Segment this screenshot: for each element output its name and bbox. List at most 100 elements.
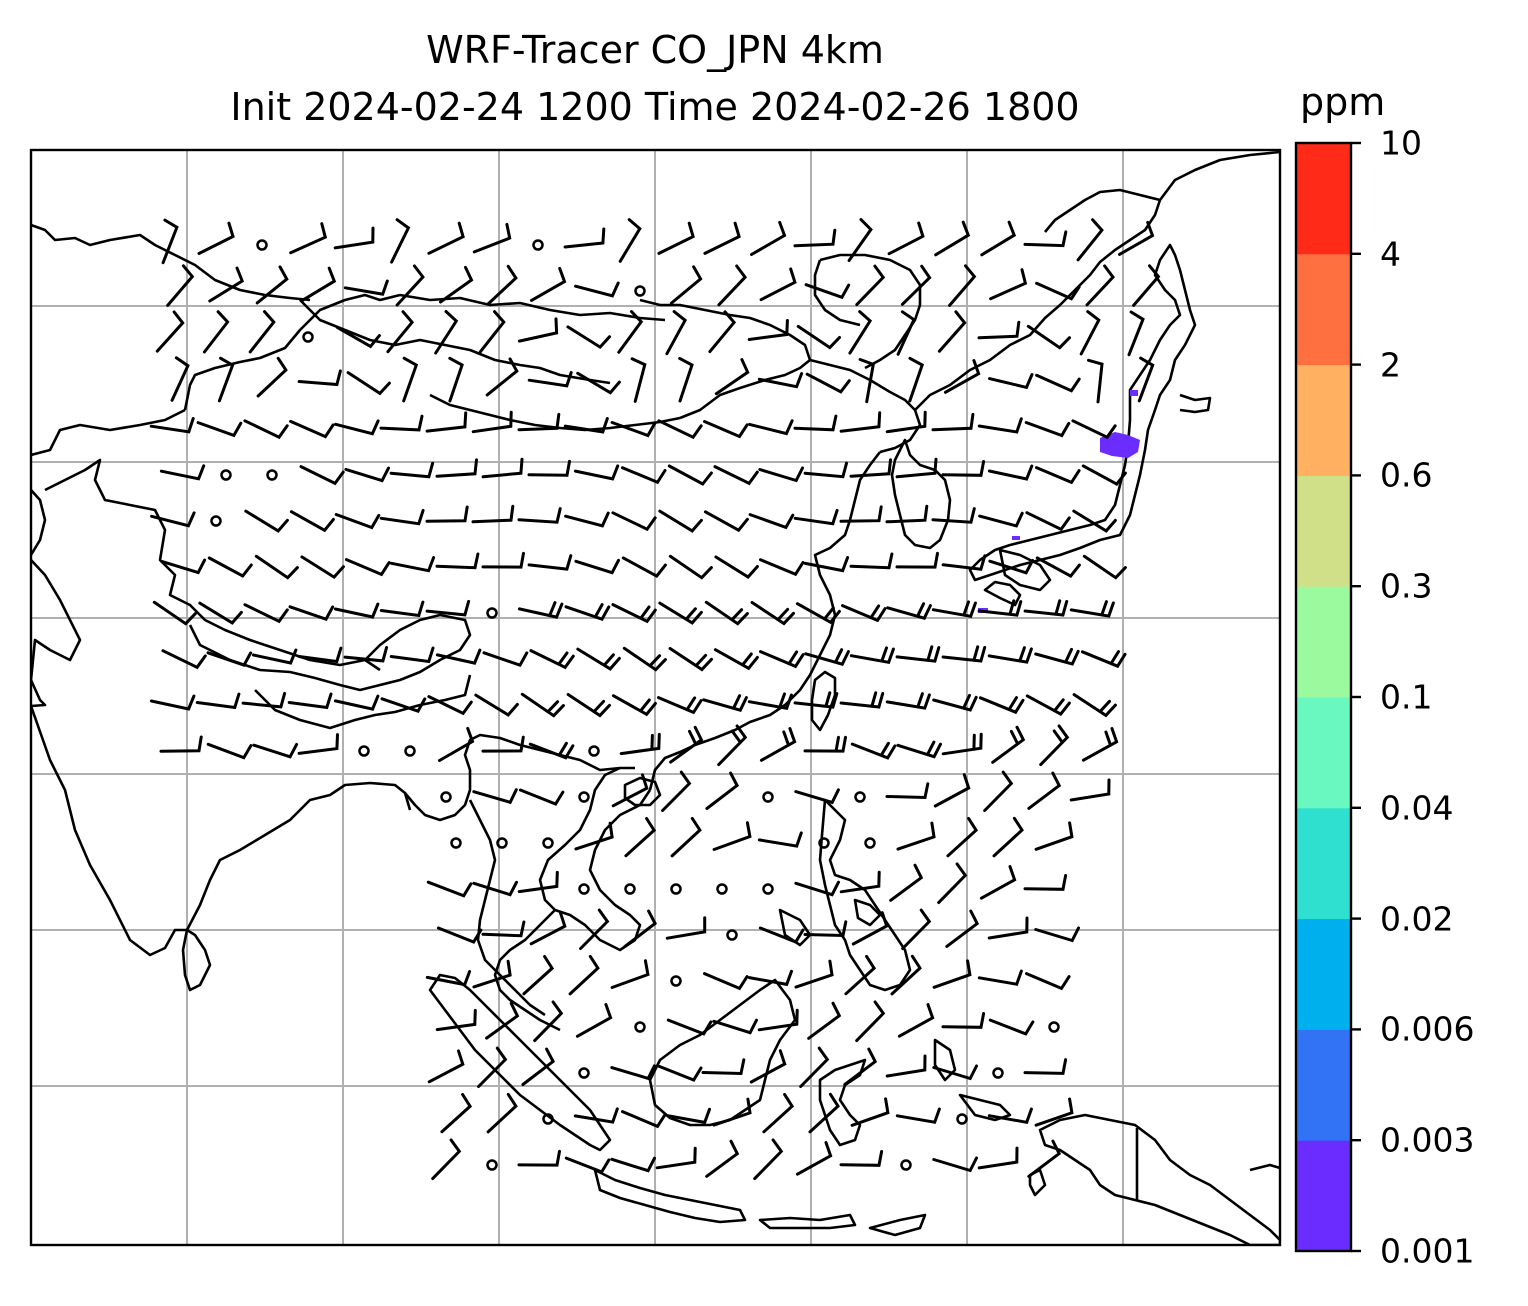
wind-barb (517, 870, 559, 894)
wind-barb (988, 373, 1034, 390)
colorbar-segment (1296, 253, 1351, 366)
wind-barb (243, 603, 289, 624)
wind-barb (530, 266, 567, 302)
wind-barb (1027, 1139, 1062, 1178)
wind-barb (794, 959, 834, 989)
wind-barb (482, 651, 529, 668)
wind-barb (575, 1003, 613, 1038)
wind-barb (427, 1049, 465, 1084)
wind-barb (344, 466, 390, 483)
wind-barb (574, 281, 620, 298)
wind-barb (1082, 554, 1127, 580)
wind-barb (896, 310, 916, 356)
wind-barb (1034, 647, 1080, 666)
wind-barb (748, 419, 794, 436)
wind-barb (439, 265, 474, 304)
wind-barb (287, 692, 333, 710)
wind-barb (485, 357, 519, 397)
wind-barb (389, 461, 435, 479)
wind-barb (977, 969, 1023, 986)
wind-barb (617, 310, 644, 354)
colorbar-segment (1296, 586, 1351, 698)
wind-barb (759, 727, 797, 762)
wind-barb (978, 696, 1025, 715)
wind-barb (379, 414, 424, 432)
wind-barb (251, 648, 298, 665)
wind-barb (517, 601, 564, 619)
wind-barb (804, 283, 851, 300)
wind-barb (900, 264, 932, 306)
wind-barb (795, 602, 841, 625)
wind-barb (1025, 972, 1071, 991)
wind-barb (932, 959, 972, 989)
wind-barb (527, 554, 573, 571)
wind-barb (701, 1058, 746, 1076)
wind-barb (855, 1000, 886, 1043)
wind-barb (931, 600, 977, 618)
wind-barb (757, 1008, 799, 1032)
calm-circle (726, 929, 738, 941)
wind-barb (435, 552, 480, 570)
wind-barb (987, 1107, 1033, 1124)
calm-circle (854, 791, 866, 803)
wind-barb (1023, 599, 1069, 617)
wind-barb (991, 725, 1026, 764)
wind-barb (979, 865, 1017, 900)
wind-barb (472, 222, 512, 254)
calm-circle (486, 1159, 498, 1171)
wind-barb (481, 735, 525, 753)
wind-barb (669, 725, 704, 764)
wind-barb (241, 691, 287, 709)
wind-barb (435, 1008, 477, 1032)
wind-barb (486, 264, 518, 306)
calm-circle (588, 745, 600, 757)
wind-barb (477, 1046, 508, 1088)
sumatra (428, 973, 612, 1152)
wind-barb (670, 816, 702, 858)
wind-barb (1035, 281, 1081, 301)
wind-barb (300, 266, 337, 303)
wind-barb (932, 1064, 978, 1081)
wind-barb (978, 511, 1024, 528)
wind-barb (989, 268, 1028, 301)
wind-barb (623, 909, 658, 948)
calm-circle (956, 1113, 968, 1125)
wind-barb (528, 741, 575, 760)
wind-barb (517, 1149, 561, 1167)
wind-barb (289, 510, 335, 533)
wind-barb (574, 821, 614, 851)
sulawesi (818, 1058, 867, 1147)
chart-title-line2: Init 2024-02-24 1200 Time 2024-02-26 180… (230, 85, 1080, 129)
wind-barb (252, 742, 299, 759)
borneo (648, 978, 797, 1127)
wind-barb (934, 220, 971, 257)
wind-barb (987, 646, 1033, 664)
wind-barb (1127, 310, 1145, 357)
wind-barb (289, 419, 335, 439)
wind-barb (256, 356, 288, 398)
wind-barb (472, 788, 518, 805)
wind-barb (750, 220, 787, 256)
wind-barb (668, 647, 713, 672)
wind-barb (886, 602, 932, 620)
calm-circle (1048, 1021, 1060, 1033)
wind-barb (619, 732, 661, 756)
wind-barb (630, 357, 647, 403)
calm-circle (900, 1159, 912, 1171)
wind-barb (937, 862, 968, 905)
wind-barb (564, 1156, 611, 1174)
sri-lanka (181, 928, 212, 992)
wind-barb (573, 464, 620, 481)
colorbar-tick-label: 0.04 (1380, 788, 1454, 828)
wind-barb (1035, 556, 1081, 579)
wind-barb (427, 695, 473, 716)
wind-barb (611, 773, 649, 808)
wind-barb (793, 414, 838, 432)
wind-barb (155, 310, 185, 353)
wind-barb (243, 419, 289, 440)
wind-barb (839, 411, 882, 433)
wind-barb (661, 770, 692, 812)
wind-barb (714, 358, 750, 396)
wind-barb (657, 221, 695, 255)
wind-barb (485, 1001, 520, 1040)
